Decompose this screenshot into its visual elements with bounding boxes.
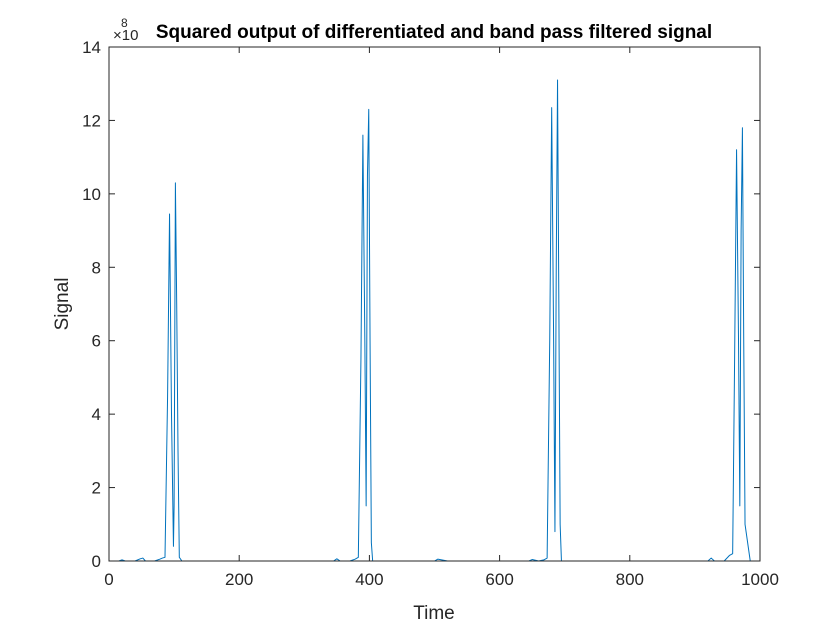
y-tick-label: 4 [92, 405, 101, 424]
axes-box [108, 46, 761, 562]
y-tick-label: 0 [92, 552, 101, 571]
x-tick-label: 400 [355, 570, 383, 589]
x-tick-label: 1000 [741, 570, 779, 589]
x-axis-label: Time [413, 603, 455, 624]
y-tick-label: 12 [82, 111, 101, 130]
y-tick-label: 6 [92, 332, 101, 351]
x-tick-label: 0 [104, 570, 113, 589]
y-tick-label: 2 [92, 479, 101, 498]
plot-area [109, 47, 760, 561]
y-axis-ticks: 0 2 4 6 8 10 12 14 [82, 38, 760, 571]
y-axis-exponent-power: 8 [121, 16, 128, 30]
x-tick-label: 800 [616, 570, 644, 589]
y-axis-label: Signal [52, 278, 73, 331]
y-tick-label: 10 [82, 185, 101, 204]
x-tick-label: 600 [485, 570, 513, 589]
y-tick-label: 14 [82, 38, 101, 57]
y-axis-exponent-label: ×10 [113, 27, 138, 44]
x-tick-label: 200 [225, 570, 253, 589]
y-tick-label: 8 [92, 258, 101, 277]
x-axis-ticks: 0 200 400 600 800 1000 [104, 47, 779, 589]
axes-frame [108, 46, 761, 562]
chart-title: Squared output of differentiated and ban… [156, 22, 712, 43]
